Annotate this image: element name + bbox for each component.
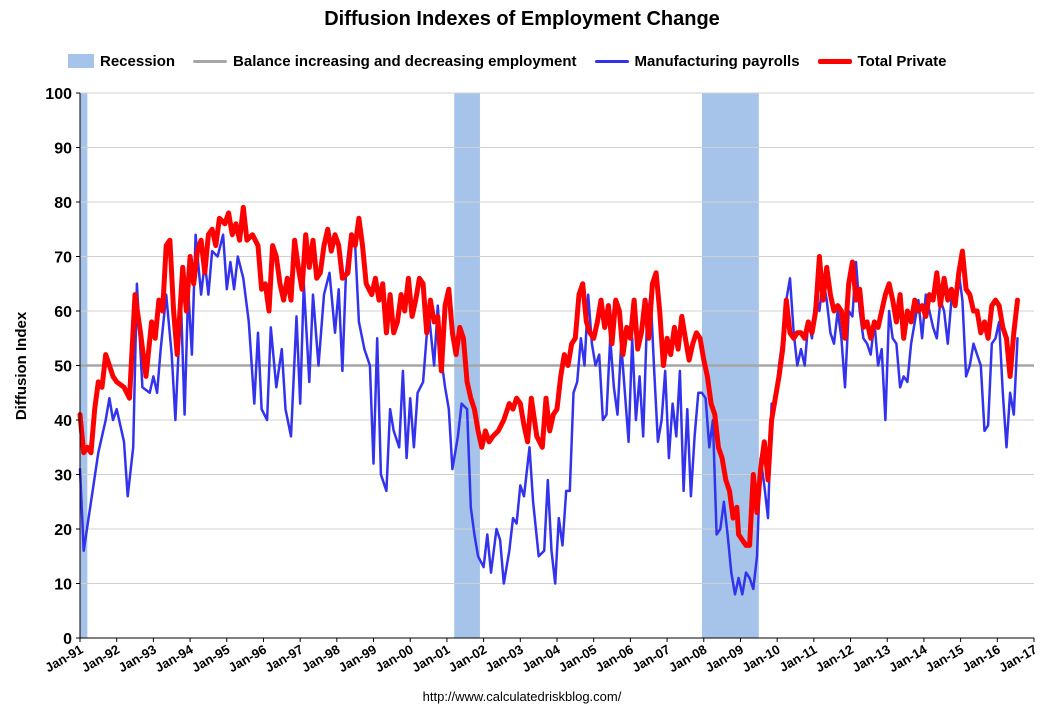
x-tick-label-Jan-96: Jan-96 [226,642,269,676]
y-tick-label-0: 0 [63,631,72,648]
y-tick-label-30: 30 [54,468,72,485]
legend-item-manufacturing: Manufacturing payrolls [594,52,800,70]
legend-label-total-private: Total Private [857,52,947,70]
recession-swatch [68,54,94,68]
x-tick-labels: Jan-91Jan-92Jan-93Jan-94Jan-95Jan-96Jan-… [42,638,1040,676]
x-tick-label-Jan-92: Jan-92 [79,642,122,676]
x-tick-label-Jan-01: Jan-01 [409,642,452,676]
series-line-manufacturing [78,233,1019,596]
x-tick-label-Jan-07: Jan-07 [629,642,672,676]
x-tick-label-Jan-00: Jan-00 [373,642,416,676]
legend-label-recession: Recession [100,52,176,70]
x-tick-label-Jan-94: Jan-94 [152,641,196,675]
x-tick-label-Jan-06: Jan-06 [593,642,636,676]
legend-item-recession: Recession [68,53,175,70]
x-tick-label-Jan-03: Jan-03 [483,642,526,676]
y-tick-label-40: 40 [54,413,72,430]
x-tick-label-Jan-10: Jan-10 [739,642,782,676]
y-tick-label-60: 60 [54,304,72,321]
y-tick-label-90: 90 [54,141,72,158]
y-tick-label-80: 80 [54,195,72,212]
series-lines [77,204,1020,596]
x-tick-label-Jan-17: Jan-17 [996,642,1039,676]
x-tick-label-Jan-04: Jan-04 [519,641,563,675]
y-tick-labels: 0 10 20 30 40 50 60 70 80 90 100 [45,86,80,648]
x-tick-label-Jan-05: Jan-05 [556,642,599,676]
legend-item-balance: Balance increasing and decreasing employ… [193,52,577,70]
y-tick-label-10: 10 [54,577,72,594]
balance-swatch [193,59,228,63]
x-tick-label-Jan-02: Jan-02 [446,642,489,676]
series-line-total-private [77,204,1020,548]
legend: Recession Balance increasing and decreas… [68,50,964,72]
source-url: http://www.calculatedriskblog.com/ [422,689,622,704]
total-private-swatch [817,58,852,64]
y-tick-label-100: 100 [45,86,72,103]
y-tick-label-70: 70 [54,250,72,267]
manufacturing-swatch [594,59,629,63]
x-tick-label-Jan-11: Jan-11 [777,642,820,675]
x-tick-label-Jan-98: Jan-98 [299,642,342,676]
x-tick-label-Jan-16: Jan-16 [960,642,1003,676]
x-tick-label-Jan-93: Jan-93 [116,642,159,676]
x-tick-label-Jan-09: Jan-09 [703,642,746,676]
x-tick-label-Jan-95: Jan-95 [189,642,232,676]
legend-label-balance: Balance increasing and decreasing employ… [233,52,577,70]
legend-item-total-private: Total Private [817,52,947,70]
x-tick-label-Jan-08: Jan-08 [666,642,709,676]
y-tick-label-50: 50 [54,359,72,376]
x-tick-label-Jan-97: Jan-97 [262,642,305,676]
gridlines [80,92,1034,584]
x-tick-label-Jan-14: Jan-14 [886,641,930,675]
y-tick-label-20: 20 [54,522,72,539]
x-tick-label-Jan-15: Jan-15 [923,642,966,676]
y-axis-label: Diffusion Index [13,311,30,420]
chart-title: Diffusion Indexes of Employment Change [324,8,720,30]
x-tick-label-Jan-13: Jan-13 [850,642,893,676]
x-tick-label-Jan-99: Jan-99 [336,642,379,676]
x-tick-label-Jan-12: Jan-12 [813,642,856,676]
legend-label-manufacturing: Manufacturing payrolls [634,52,800,70]
